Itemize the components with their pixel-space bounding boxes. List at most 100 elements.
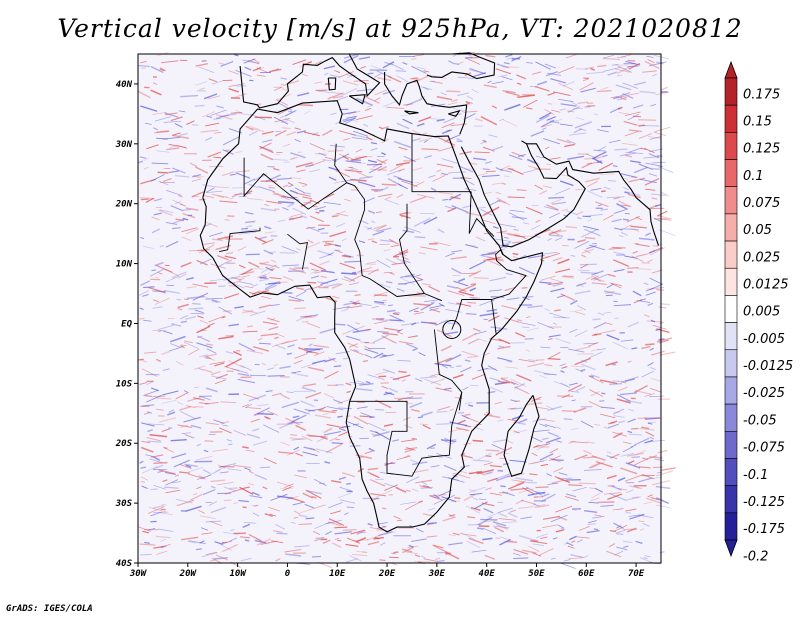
field-streak bbox=[273, 530, 283, 533]
field-streak bbox=[325, 297, 338, 303]
field-streak bbox=[567, 155, 585, 160]
field-streak bbox=[236, 172, 251, 179]
field-streak bbox=[607, 493, 623, 500]
field-streak bbox=[371, 433, 381, 437]
field-streak bbox=[603, 290, 622, 296]
field-streak bbox=[412, 167, 423, 171]
field-streak bbox=[563, 559, 571, 562]
field-streak bbox=[180, 320, 187, 324]
field-streak bbox=[365, 107, 372, 111]
field-streak bbox=[613, 269, 625, 272]
field-streak bbox=[140, 198, 149, 201]
field-streak bbox=[442, 516, 456, 522]
field-streak bbox=[627, 267, 639, 269]
field-streak bbox=[638, 163, 654, 171]
field-streak bbox=[180, 314, 189, 320]
field-streak bbox=[512, 255, 519, 259]
field-streak bbox=[638, 514, 654, 519]
field-streak bbox=[281, 339, 298, 345]
field-streak bbox=[620, 173, 637, 179]
field-streak bbox=[547, 282, 564, 286]
field-streak bbox=[312, 530, 321, 535]
field-streak bbox=[569, 132, 587, 136]
field-streak bbox=[415, 378, 423, 382]
field-streak bbox=[226, 439, 233, 442]
field-streak bbox=[246, 350, 264, 354]
field-streak bbox=[591, 282, 607, 285]
field-streak bbox=[156, 265, 173, 273]
field-streak bbox=[191, 191, 204, 198]
field-streak bbox=[296, 192, 311, 197]
field-streak bbox=[305, 164, 314, 168]
field-streak bbox=[262, 321, 278, 325]
field-streak bbox=[367, 522, 373, 526]
field-streak bbox=[149, 458, 162, 463]
field-streak bbox=[242, 309, 258, 314]
field-streak bbox=[569, 328, 578, 333]
field-streak bbox=[513, 557, 529, 559]
field-streak bbox=[549, 230, 567, 234]
field-streak bbox=[585, 177, 600, 183]
field-streak bbox=[248, 534, 262, 542]
field-streak bbox=[507, 196, 525, 199]
field-streak bbox=[643, 314, 650, 318]
field-streak bbox=[545, 437, 561, 444]
field-streak bbox=[353, 349, 359, 353]
field-streak bbox=[528, 545, 540, 552]
field-streak bbox=[544, 206, 559, 211]
field-streak bbox=[497, 357, 513, 362]
field-streak bbox=[561, 410, 576, 412]
field-streak bbox=[430, 373, 441, 377]
lon-label: 30W bbox=[129, 569, 148, 579]
field-streak bbox=[164, 486, 179, 489]
field-streak bbox=[566, 541, 574, 547]
field-streak bbox=[503, 62, 510, 65]
field-streak bbox=[482, 219, 496, 225]
field-streak bbox=[567, 106, 580, 113]
field-streak bbox=[585, 213, 603, 217]
field-streak bbox=[550, 514, 568, 523]
field-streak bbox=[468, 404, 474, 407]
field-streak bbox=[550, 78, 566, 84]
field-streak bbox=[157, 329, 163, 333]
field-streak bbox=[311, 131, 319, 136]
field-streak bbox=[215, 373, 229, 380]
field-streak bbox=[139, 317, 145, 320]
field-streak bbox=[633, 298, 643, 304]
field-streak bbox=[576, 282, 587, 287]
field-streak bbox=[322, 129, 333, 137]
field-streak bbox=[659, 351, 676, 356]
field-streak bbox=[302, 192, 312, 195]
field-streak bbox=[334, 181, 341, 184]
field-streak bbox=[371, 305, 379, 309]
field-streak bbox=[591, 334, 598, 337]
field-streak bbox=[577, 239, 586, 243]
field-streak bbox=[289, 437, 307, 440]
field-streak bbox=[287, 344, 295, 348]
field-streak bbox=[301, 435, 313, 442]
field-streak bbox=[623, 187, 629, 191]
field-streak bbox=[588, 400, 603, 409]
field-streak bbox=[653, 217, 662, 223]
field-streak bbox=[348, 325, 366, 333]
lat-label: 10S bbox=[116, 379, 133, 389]
field-streak bbox=[362, 220, 369, 225]
field-streak bbox=[198, 475, 205, 479]
field-streak bbox=[170, 116, 183, 122]
field-streak bbox=[431, 495, 443, 501]
field-streak bbox=[222, 136, 240, 146]
map-background bbox=[138, 54, 661, 563]
field-streak bbox=[536, 533, 548, 538]
field-streak bbox=[557, 82, 573, 91]
field-streak bbox=[512, 552, 521, 556]
field-streak bbox=[382, 332, 398, 336]
field-streak bbox=[551, 201, 567, 205]
field-streak bbox=[491, 81, 504, 85]
field-streak bbox=[278, 451, 294, 455]
field-streak bbox=[504, 317, 520, 323]
field-streak bbox=[555, 505, 573, 513]
field-streak bbox=[165, 479, 179, 486]
field-streak bbox=[638, 119, 657, 121]
field-streak bbox=[624, 111, 641, 117]
field-streak bbox=[516, 480, 527, 486]
